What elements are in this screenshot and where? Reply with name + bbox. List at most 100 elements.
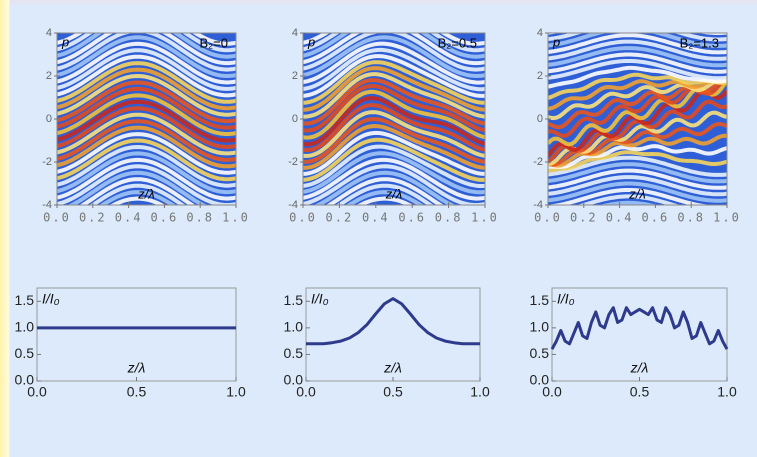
x-tick-label: 1.0 xyxy=(713,211,741,225)
y-tick-label: 0 xyxy=(46,113,52,125)
x-tick-label: 0.4 xyxy=(362,211,390,225)
density-stripe xyxy=(548,175,727,197)
x-tick-label: 0.0 xyxy=(296,384,316,400)
y-tick-label: 2 xyxy=(292,70,298,82)
density-stripe xyxy=(303,89,485,140)
density-stripe xyxy=(313,170,457,205)
x-tick-label: 0.5 xyxy=(630,384,650,400)
density-stripe xyxy=(548,59,727,81)
y-tick-label: 4 xyxy=(46,27,52,39)
density-stripe xyxy=(548,72,727,100)
y-tick-label: -2 xyxy=(533,156,543,168)
x-tick-label: 0.8 xyxy=(186,211,214,225)
axis-label: p xyxy=(61,34,69,49)
density-stripe xyxy=(325,177,445,205)
density-stripe xyxy=(303,35,485,79)
density-stripe xyxy=(548,78,727,121)
x-tick-label: 0.0 xyxy=(542,384,562,400)
x-axis-label: z/λ xyxy=(385,186,403,201)
top-border xyxy=(10,0,757,4)
annotation: B₂=0 xyxy=(199,35,228,50)
y-tick-label: 1.0 xyxy=(284,319,304,335)
density-stripe xyxy=(303,60,485,105)
density-stripe xyxy=(79,177,196,205)
density-stripe xyxy=(548,65,727,89)
density-stripe xyxy=(335,183,435,205)
density-stripe xyxy=(57,119,236,162)
density-stripe xyxy=(57,138,236,182)
density-stripe xyxy=(57,41,236,85)
density-stripe xyxy=(303,117,485,164)
density-stripe xyxy=(57,73,236,117)
density-stripe xyxy=(303,33,485,59)
density-stripe xyxy=(356,196,414,205)
density-pattern xyxy=(548,33,727,205)
density-stripe xyxy=(109,196,166,205)
y-tick-label: 0.0 xyxy=(15,372,35,388)
density-stripe xyxy=(303,137,485,182)
x-axis-label: z/λ xyxy=(137,186,155,201)
density-stripe xyxy=(303,77,485,126)
density-stripe xyxy=(303,103,485,153)
density-stripe xyxy=(576,194,681,205)
x-tick-label: 0.4 xyxy=(606,211,634,225)
x-tick-label: 0.0 xyxy=(27,384,47,400)
y-tick-label: 0.5 xyxy=(530,345,550,361)
density-stripe xyxy=(57,93,236,137)
x-tick-label: 0.6 xyxy=(642,211,670,225)
density-stripe xyxy=(67,170,208,205)
density-stripe xyxy=(57,33,236,53)
density-stripe xyxy=(548,155,727,177)
density-stripe xyxy=(57,67,236,111)
annotation: B₂=0.5 xyxy=(438,35,477,50)
density-stripe xyxy=(548,33,727,35)
density-stripe xyxy=(57,33,236,59)
density-stripe xyxy=(548,144,727,169)
density-stripe xyxy=(303,33,485,53)
y-tick-label: -4 xyxy=(42,199,52,211)
density-stripe xyxy=(599,200,658,205)
x-tick-label: 0.5 xyxy=(383,384,403,400)
axis-label: p xyxy=(552,34,560,49)
density-stripe xyxy=(303,33,485,72)
density-stripe xyxy=(548,33,727,42)
y-tick-label: 2 xyxy=(537,70,543,82)
x-tick-label: 0.5 xyxy=(127,384,147,400)
density-stripe xyxy=(57,164,236,205)
x-tick-label: 0.8 xyxy=(677,211,705,225)
axis-label: I/I₀ xyxy=(557,291,575,307)
density-stripe xyxy=(57,132,236,175)
density-stripe xyxy=(303,33,485,66)
density-stripe xyxy=(548,133,727,168)
y-tick-label: 1.0 xyxy=(15,319,35,335)
density-stripe xyxy=(548,39,727,61)
y-tick-label: -4 xyxy=(288,199,298,211)
density-stripe xyxy=(303,72,485,119)
x-tick-label: 0.8 xyxy=(435,211,463,225)
y-tick-label: 0.5 xyxy=(15,345,35,361)
y-tick-label: 4 xyxy=(292,27,298,39)
density-stripe xyxy=(303,41,485,85)
density-stripe xyxy=(57,48,236,91)
density-stripe xyxy=(345,190,425,205)
density-stripe xyxy=(548,52,727,74)
x-tick-label: 1.0 xyxy=(717,384,737,400)
x-tick-label: 1.0 xyxy=(222,211,250,225)
density-stripe xyxy=(98,190,177,205)
density-stripe xyxy=(89,183,186,205)
density-stripe xyxy=(303,83,485,133)
density-stripe xyxy=(548,79,727,111)
y-tick-label: 2 xyxy=(46,70,52,82)
density-stripe xyxy=(548,150,727,174)
density-stripe xyxy=(548,162,727,184)
y-tick-label: -2 xyxy=(42,156,52,168)
density-stripe xyxy=(57,33,236,66)
x-tick-label: 0.0 xyxy=(43,211,71,225)
density-stripe xyxy=(303,164,485,205)
density-stripe xyxy=(303,144,485,188)
density-stripe xyxy=(57,61,236,104)
density-stripe xyxy=(303,33,485,46)
y-tick-label: 0 xyxy=(537,113,543,125)
